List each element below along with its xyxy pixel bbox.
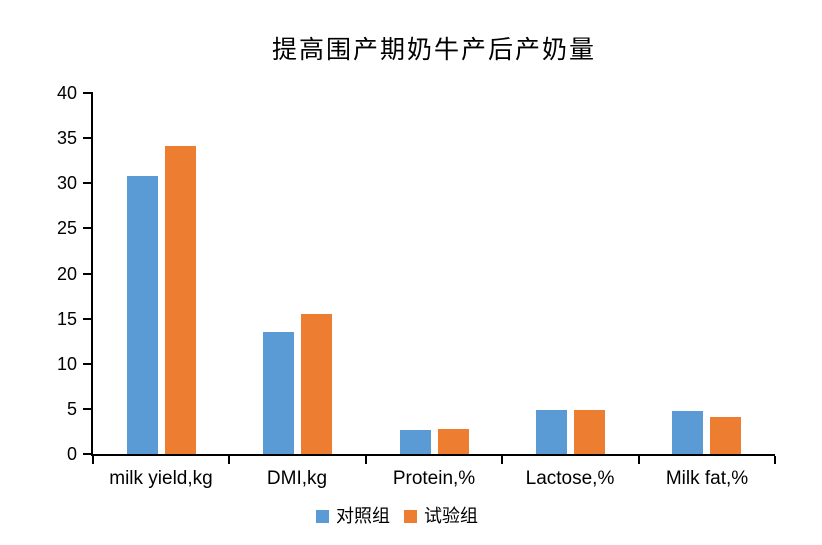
y-axis-tick-label: 40 (56, 83, 77, 103)
bar-对照组-Lactose,% (536, 410, 567, 454)
x-axis-tick (501, 456, 504, 464)
y-axis-tick-label: 25 (56, 218, 77, 239)
y-axis-tick (83, 227, 91, 230)
y-axis-tick (83, 317, 91, 320)
y-axis-tick (83, 182, 91, 185)
y-axis-tick-label: 35 (56, 128, 77, 149)
x-axis-tick (364, 456, 367, 464)
bar-试验组-Protein,% (438, 429, 469, 454)
x-axis-tick (228, 456, 231, 464)
y-axis-tick-label: 5 (66, 398, 77, 419)
legend-label: 对照组 (336, 506, 390, 526)
x-axis-line (91, 454, 775, 456)
x-axis-category-label: milk yield,kg (109, 468, 213, 489)
chart-title: 提高围产期奶牛产后产奶量 (271, 37, 596, 64)
y-axis-tick-label: 30 (56, 173, 77, 194)
y-axis-tick (83, 272, 91, 275)
x-axis-tick (637, 456, 640, 464)
x-axis-category-label: Lactose,% (525, 468, 615, 489)
y-axis-tick (83, 453, 91, 455)
y-axis-tick (83, 362, 91, 365)
y-axis-tick (83, 92, 91, 94)
bar-试验组-milk yield,kg (165, 146, 196, 454)
bar-试验组-Lactose,% (574, 410, 605, 454)
legend-swatch-icon (316, 510, 329, 523)
legend-item-试验组: 试验组 (404, 507, 478, 526)
bar-试验组-Milk fat,% (710, 417, 741, 454)
bar-对照组-Milk fat,% (672, 411, 703, 454)
y-axis-tick-label: 15 (56, 308, 77, 329)
legend-label: 试验组 (424, 506, 478, 526)
bar-试验组-DMI,kg (301, 314, 332, 454)
x-axis-tick (774, 456, 776, 464)
bar-对照组-milk yield,kg (127, 176, 158, 454)
bar-对照组-Protein,% (400, 430, 431, 454)
y-axis-tick-label: 20 (56, 263, 77, 284)
y-axis-tick-label: 0 (66, 444, 77, 464)
bar-对照组-DMI,kg (263, 332, 294, 454)
y-axis-line (91, 92, 93, 456)
x-axis-category-label: Milk fat,% (665, 468, 749, 489)
x-axis-category-label: Protein,% (392, 468, 476, 489)
x-axis-category-label: DMI,kg (266, 468, 328, 489)
y-axis-tick (83, 137, 91, 140)
legend: 对照组 试验组 (0, 507, 808, 526)
legend-swatch-icon (404, 510, 417, 523)
x-axis-tick (92, 456, 94, 464)
y-axis-tick-label: 10 (56, 353, 77, 374)
legend-item-对照组: 对照组 (316, 507, 390, 526)
y-axis-tick (83, 407, 91, 410)
